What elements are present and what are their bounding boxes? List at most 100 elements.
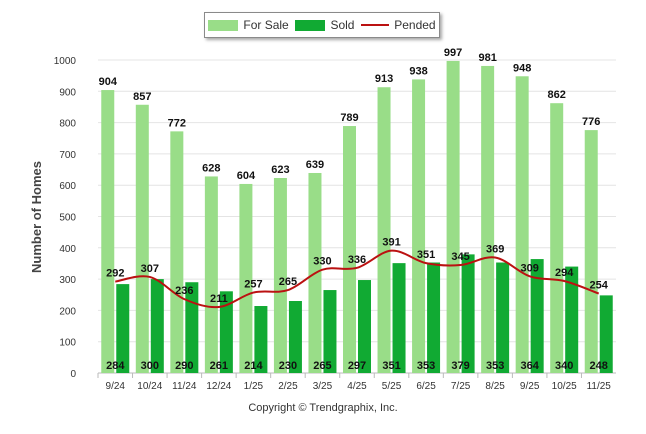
y-tick-label-100: 100 — [59, 338, 76, 349]
bar-sold — [219, 291, 233, 373]
y-tick-label-1000: 1000 — [54, 56, 77, 67]
y-tick-label-200: 200 — [59, 306, 76, 317]
bar-for-sale — [412, 79, 426, 373]
data-label-pended: 265 — [279, 276, 297, 288]
bar-sold — [599, 295, 613, 373]
data-label-pended: 294 — [555, 267, 574, 279]
data-label-for-sale: 628 — [202, 162, 220, 174]
y-tick-label-300: 300 — [59, 275, 76, 286]
legend-item-pended[interactable]: Pended — [361, 18, 436, 32]
bar-sold — [565, 266, 579, 373]
data-label-sold: 284 — [106, 360, 125, 372]
y-tick-label-0: 0 — [70, 369, 76, 380]
legend-swatch-pended — [361, 24, 390, 26]
x-tick-label: 3/25 — [313, 381, 333, 392]
data-label-for-sale: 938 — [409, 65, 427, 77]
data-label-pended: 257 — [244, 279, 262, 291]
data-label-sold: 290 — [175, 360, 193, 372]
bar-sold — [254, 306, 268, 373]
x-tick-label: 11/25 — [587, 381, 612, 392]
bar-for-sale — [481, 65, 495, 374]
data-label-for-sale: 772 — [168, 117, 186, 129]
bar-for-sale — [515, 76, 529, 373]
data-label-sold: 297 — [348, 360, 366, 372]
data-label-sold: 340 — [555, 360, 573, 372]
bar-sold — [496, 262, 510, 373]
legend-item-for-sale[interactable]: For Sale — [208, 18, 289, 32]
bar-for-sale — [584, 130, 598, 373]
x-tick-label: 6/25 — [416, 381, 436, 392]
bar-for-sale — [377, 87, 391, 373]
bar-sold — [323, 290, 337, 373]
legend-label-for-sale: For Sale — [243, 18, 289, 32]
data-label-for-sale: 857 — [133, 91, 151, 103]
data-label-pended: 254 — [590, 279, 609, 291]
legend-swatch-for-sale — [208, 19, 239, 31]
data-label-pended: 391 — [382, 237, 400, 249]
data-label-for-sale: 604 — [237, 170, 256, 182]
data-label-sold: 230 — [279, 360, 297, 372]
data-label-for-sale: 623 — [271, 164, 289, 176]
x-tick-label: 9/25 — [520, 381, 540, 392]
y-axis-label: Number of Homes — [29, 161, 44, 273]
data-label-for-sale: 776 — [582, 116, 600, 128]
bar-sold — [392, 263, 406, 373]
data-label-for-sale: 862 — [548, 89, 566, 101]
data-label-sold: 265 — [313, 360, 331, 372]
data-label-sold: 214 — [244, 360, 263, 372]
data-label-for-sale: 904 — [99, 76, 118, 88]
y-tick-label-900: 900 — [59, 87, 76, 98]
data-label-pended: 336 — [348, 254, 366, 266]
data-label-pended: 345 — [451, 251, 469, 263]
bar-sold — [427, 262, 441, 373]
x-tick-label: 11/24 — [172, 381, 197, 392]
data-label-sold: 379 — [451, 360, 469, 372]
bar-sold — [116, 284, 130, 373]
bar-for-sale — [550, 103, 564, 373]
x-tick-label: 7/25 — [451, 381, 471, 392]
bar-for-sale — [273, 178, 287, 373]
data-label-sold: 364 — [520, 360, 539, 372]
data-label-sold: 353 — [486, 360, 504, 372]
x-tick-label: 10/24 — [137, 381, 162, 392]
data-label-pended: 330 — [313, 256, 331, 268]
bar-sold — [358, 280, 371, 373]
data-label-pended: 307 — [141, 263, 159, 275]
data-label-for-sale: 997 — [444, 47, 462, 59]
data-label-pended: 369 — [486, 244, 504, 256]
x-tick-label: 9/24 — [106, 381, 126, 392]
data-label-pended: 236 — [175, 285, 193, 297]
data-label-sold: 351 — [382, 360, 400, 372]
bar-for-sale — [343, 126, 356, 373]
legend-swatch-sold — [295, 19, 326, 31]
bar-for-sale — [446, 60, 460, 374]
data-label-sold: 300 — [141, 360, 159, 372]
x-tick-label: 4/25 — [347, 381, 367, 392]
copyright-credit: Copyright © Trendgraphix, Inc. — [248, 402, 398, 414]
y-tick-label-400: 400 — [59, 244, 76, 255]
data-label-for-sale: 913 — [375, 73, 393, 85]
data-label-pended: 309 — [520, 262, 538, 274]
bar-sold — [150, 279, 164, 373]
bar-sold — [461, 254, 475, 373]
x-tick-label: 12/24 — [206, 381, 231, 392]
bar-for-sale — [239, 183, 253, 373]
bar-for-sale — [170, 131, 184, 373]
x-tick-label: 8/25 — [485, 381, 505, 392]
x-tick-label: 10/25 — [552, 381, 577, 392]
data-label-sold: 353 — [417, 360, 435, 372]
bar-for-sale — [135, 104, 149, 373]
data-label-for-sale: 948 — [513, 62, 531, 74]
x-tick-label: 2/25 — [278, 381, 298, 392]
legend-item-sold[interactable]: Sold — [295, 18, 354, 32]
bar-for-sale — [204, 176, 218, 373]
x-tick-label: 5/25 — [382, 381, 402, 392]
data-label-sold: 248 — [590, 360, 608, 372]
line-pended — [115, 249, 600, 309]
bar-for-sale — [101, 90, 115, 373]
data-label-pended: 351 — [417, 249, 435, 261]
data-label-pended: 292 — [106, 268, 124, 280]
data-label-for-sale: 789 — [340, 112, 358, 124]
data-label-for-sale: 639 — [306, 159, 324, 171]
